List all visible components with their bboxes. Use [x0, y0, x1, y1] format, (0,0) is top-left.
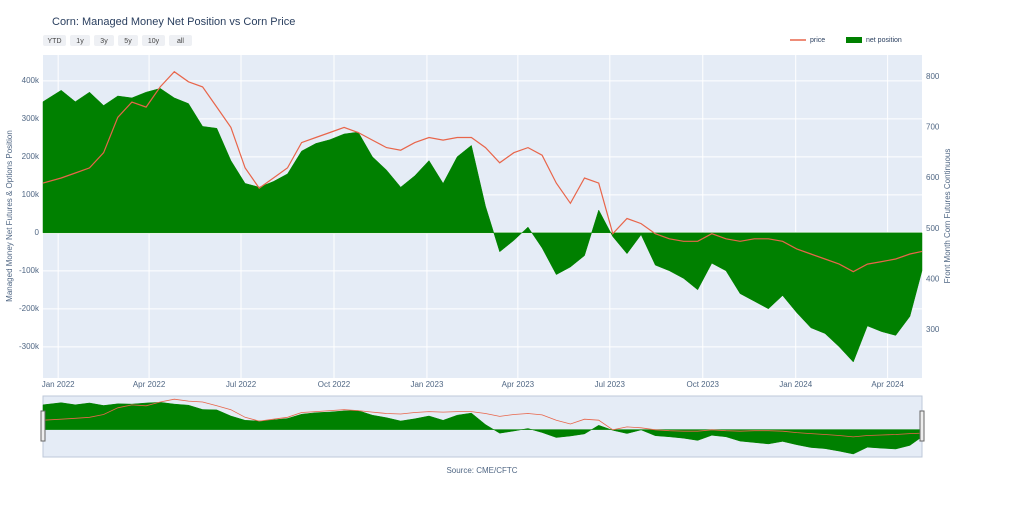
x-tick-label: Apr 2022: [133, 380, 166, 389]
range-button-box[interactable]: [94, 35, 114, 46]
range-button[interactable]: 10y: [142, 35, 165, 46]
legend-label[interactable]: price: [810, 37, 825, 44]
area: [42, 88, 923, 363]
range-button[interactable]: all: [169, 35, 192, 46]
range-button-box[interactable]: [43, 35, 66, 46]
x-tick-label: Oct 2023: [687, 380, 720, 389]
y2-tick-label: 600: [926, 173, 940, 182]
y2-axis-title: Front Month Corn Futures Continuous: [943, 149, 952, 284]
range-button-box[interactable]: [169, 35, 192, 46]
x-tick-label: Apr 2024: [871, 380, 904, 389]
range-button-label[interactable]: all: [177, 38, 184, 45]
legend-swatch[interactable]: [846, 37, 862, 43]
range-button-label[interactable]: 3y: [100, 38, 108, 45]
x-tick-label: Jul 2022: [226, 380, 257, 389]
range-button[interactable]: YTD: [43, 35, 66, 46]
y-axis-title: Managed Money Net Futures & Options Posi…: [5, 130, 14, 302]
y-tick-label: 100k: [22, 190, 40, 199]
x-tick-label: Oct 2022: [318, 380, 351, 389]
line: [42, 70, 923, 273]
source-note: Source: CME/CFTC: [446, 466, 517, 475]
y-tick-label: 0: [35, 228, 40, 237]
range-button[interactable]: 3y: [94, 35, 114, 46]
x-tick-label: Jan 2022: [42, 380, 75, 389]
range-button-label[interactable]: 1y: [76, 38, 84, 45]
slider-handle[interactable]: [40, 410, 46, 442]
y2-tick-label: 400: [926, 274, 940, 283]
x-tick-label: Jan 2023: [410, 380, 443, 389]
y-tick-label: -100k: [19, 266, 40, 275]
slider-area: [42, 402, 923, 455]
y-tick-label: -200k: [19, 304, 40, 313]
chart-title: Corn: Managed Money Net Position vs Corn…: [52, 16, 295, 28]
x-tick-label: Jul 2023: [595, 380, 626, 389]
slider-line: [42, 398, 923, 438]
range-button-label[interactable]: 5y: [124, 38, 132, 45]
range-button-box[interactable]: [70, 35, 90, 46]
y-tick-label: -300k: [19, 342, 40, 351]
y2-tick-label: 300: [926, 325, 940, 334]
x-tick-label: Apr 2023: [502, 380, 535, 389]
y2-tick-label: 700: [926, 123, 940, 132]
range-button-box[interactable]: [142, 35, 165, 46]
y-tick-label: 200k: [22, 152, 40, 161]
x-tick-label: Jan 2024: [779, 380, 812, 389]
range-button[interactable]: 5y: [118, 35, 138, 46]
y-tick-label: 300k: [22, 114, 40, 123]
y2-tick-label: 500: [926, 224, 940, 233]
range-button[interactable]: 1y: [70, 35, 90, 46]
y-tick-label: 400k: [22, 76, 40, 85]
y2-tick-label: 800: [926, 72, 940, 81]
range-button-label[interactable]: YTD: [48, 38, 62, 45]
range-button-label[interactable]: 10y: [148, 38, 160, 45]
legend-label[interactable]: net position: [866, 37, 902, 44]
range-button-box[interactable]: [118, 35, 138, 46]
slider-handle[interactable]: [919, 410, 925, 442]
